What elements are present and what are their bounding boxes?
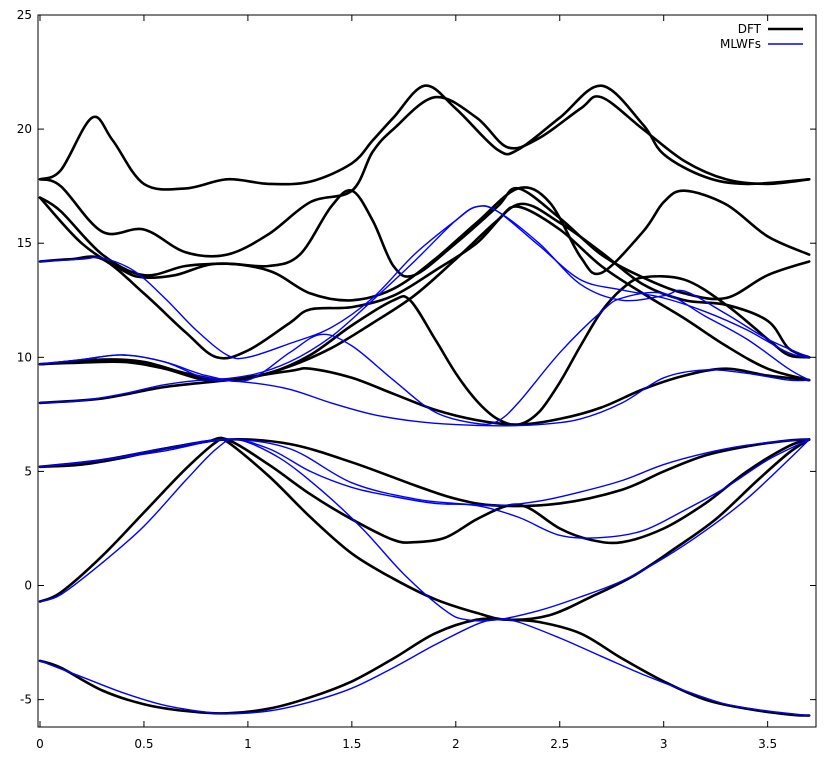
series-line-dft [38,617,811,717]
series-line-mlwfs [39,205,810,360]
x-tick-label: 2.5 [550,737,569,751]
y-tick-label: 20 [17,122,32,136]
series-line-dft [38,436,811,622]
x-tick-label: 3.5 [758,737,777,751]
x-tick-label: 0.5 [134,737,153,751]
series-lines [38,84,811,717]
series-line-mlwfs [39,618,810,717]
series-line-mlwfs [39,291,810,426]
series-line-dft [38,84,811,191]
series-line-dft [38,205,811,382]
series-line-dft [38,438,811,508]
y-tick-label: -5 [20,693,32,707]
series-line-dft [38,436,811,545]
axis-ticks: 0 0.5 1 1.5 2 2.5 3 3.5 -5 0 5 10 15 20 25 [17,8,816,751]
series-line-mlwfs [39,369,810,427]
y-tick-label: 5 [24,464,32,478]
series-line-mlwfs [39,438,810,622]
series-line-mlwfs [39,438,810,507]
series-line-dft [38,274,811,427]
series-line-dft [38,367,811,426]
y-tick-label: 25 [17,8,32,22]
series-line-mlwfs [39,205,810,380]
series-line-dft [38,95,811,258]
x-tick-label: 1.5 [342,737,361,751]
y-tick-label: 10 [17,350,32,364]
x-tick-label: 3 [660,737,668,751]
legend-label-mlwfs: MLWFs [720,37,761,51]
legend-label-dft: DFT [738,22,762,36]
y-tick-label: 15 [17,236,32,250]
plot-frame [37,14,817,728]
series-line-dft [38,186,811,301]
series-line-dft [38,186,811,302]
series-line-dft [38,202,811,360]
y-tick-label: 0 [24,579,32,593]
x-tick-label: 2 [452,737,460,751]
x-tick-label: 0 [36,737,44,751]
legend: DFT MLWFs [720,22,803,51]
x-tick-label: 1 [244,737,252,751]
